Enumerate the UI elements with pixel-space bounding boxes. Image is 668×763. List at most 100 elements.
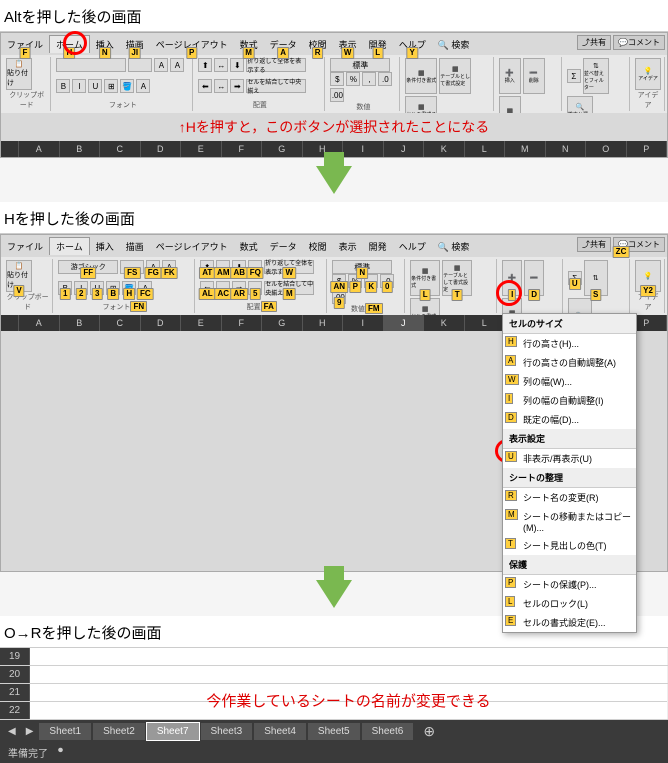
- dd-rowauto[interactable]: A行の高さの自動調整(A): [503, 353, 636, 372]
- tab-file-2[interactable]: ファイル: [1, 238, 49, 255]
- add-sheet-button[interactable]: ⊕: [415, 723, 443, 740]
- dd-protsheet[interactable]: Pシートの保護(P)...: [503, 575, 636, 594]
- insert-button[interactable]: ➕挿入: [499, 58, 521, 94]
- sheet-tab-1[interactable]: Sheet1: [39, 723, 91, 740]
- del-2[interactable]: ➖D: [524, 260, 544, 296]
- percent[interactable]: %: [346, 72, 360, 86]
- comment-button[interactable]: 💬コメント: [613, 35, 665, 50]
- fontcolor-button[interactable]: A: [136, 79, 150, 93]
- tab-draw[interactable]: 描画JI: [120, 36, 150, 53]
- rowh-20[interactable]: 20: [0, 666, 30, 683]
- ab-2[interactable]: ⬇AB: [232, 260, 246, 274]
- sum-2[interactable]: ΣU: [568, 271, 582, 285]
- tab-insert[interactable]: 挿入N: [90, 36, 120, 53]
- border-button[interactable]: ⊞: [104, 79, 118, 93]
- share-button[interactable]: ⤴共有: [577, 35, 611, 50]
- tab-formula[interactable]: 数式M: [234, 36, 264, 53]
- sheet-tab-3[interactable]: Sheet3: [201, 723, 253, 740]
- under-2[interactable]: U3: [90, 281, 104, 295]
- tab-help[interactable]: ヘルプY: [393, 36, 432, 53]
- font-select[interactable]: [56, 58, 126, 72]
- tab-home-2[interactable]: ホーム: [49, 237, 90, 255]
- am-2[interactable]: ↔AM: [216, 260, 230, 274]
- tab-home[interactable]: ホームH: [49, 35, 90, 53]
- colh[interactable]: A: [19, 141, 60, 157]
- dd-hide[interactable]: U非表示/再表示(U): [503, 449, 636, 468]
- align-r[interactable]: ➡: [230, 79, 244, 93]
- paste-button[interactable]: 📋貼り付け: [6, 58, 32, 90]
- cond-2[interactable]: ▦条件付き書式L: [410, 260, 440, 296]
- grow-font[interactable]: A: [154, 58, 168, 72]
- nav-next[interactable]: ▶: [22, 726, 38, 737]
- tab-dev-2[interactable]: 開発: [363, 238, 393, 255]
- numfmt-2[interactable]: 標準N: [332, 260, 392, 274]
- merge-button[interactable]: セルを結合して中央揃え: [246, 79, 306, 93]
- dd-move[interactable]: Mシートの移動またはコピー(M)...: [503, 507, 636, 536]
- sheet-tab-6[interactable]: Sheet6: [362, 723, 414, 740]
- align-b[interactable]: ⬇: [230, 58, 244, 72]
- rowh-21[interactable]: 21: [0, 684, 30, 701]
- inc-2[interactable]: .00: [380, 274, 394, 288]
- grow-2[interactable]: AFG: [146, 260, 160, 274]
- tab-help-2[interactable]: ヘルプ: [393, 238, 432, 255]
- tab-review[interactable]: 校閲R: [303, 36, 333, 53]
- shrink-2[interactable]: AFK: [162, 260, 176, 274]
- ins-2[interactable]: ➕I: [502, 260, 522, 296]
- align-m[interactable]: ↔: [214, 58, 228, 72]
- font-2[interactable]: 游ゴシックFF: [58, 260, 118, 274]
- bold-button[interactable]: B: [56, 79, 70, 93]
- condfmt-button[interactable]: ▦条件付き書式: [405, 58, 437, 94]
- dd-tabcolor[interactable]: Tシート見出しの色(T): [503, 536, 636, 555]
- tab-insert-2[interactable]: 挿入: [90, 238, 120, 255]
- tbl-2[interactable]: ▦テーブルとして書式設定T: [442, 260, 472, 296]
- currency[interactable]: $: [330, 72, 344, 86]
- wrap-2[interactable]: 折り返して全体を表示するW: [264, 260, 314, 274]
- merge-2[interactable]: セルを結合して中央揃えM: [264, 281, 314, 295]
- size-select[interactable]: [128, 58, 152, 72]
- at-2[interactable]: ⬆AT: [200, 260, 214, 274]
- al-2[interactable]: ⬅AL: [200, 281, 214, 295]
- tab-layout-2[interactable]: ページレイアウト: [150, 238, 234, 255]
- tab-view[interactable]: 表示W: [333, 36, 363, 53]
- rowh-19[interactable]: 19: [0, 648, 30, 665]
- align-l[interactable]: ⬅: [198, 79, 212, 93]
- paste-2[interactable]: 📋貼り付けV: [6, 260, 32, 292]
- tab-dev[interactable]: 開発L: [363, 36, 393, 53]
- dd-colauto[interactable]: I列の幅の自動調整(I): [503, 391, 636, 410]
- cellstyle-button[interactable]: ▦セルの書式スタイル: [405, 96, 437, 113]
- idea-button[interactable]: 💡アイデア: [635, 58, 661, 90]
- bold-2[interactable]: B1: [58, 281, 72, 295]
- fill-button[interactable]: 🪣: [120, 79, 134, 93]
- share-2[interactable]: ⤴共有ZS: [577, 237, 611, 252]
- idea-2[interactable]: 💡Y2: [635, 260, 661, 292]
- nav-prev[interactable]: ◀: [4, 726, 20, 737]
- fq-2[interactable]: FQ: [248, 260, 262, 274]
- format-button[interactable]: ▦書式: [499, 96, 521, 113]
- sum[interactable]: Σ: [567, 69, 581, 83]
- tab-formula-2[interactable]: 数式: [234, 238, 264, 255]
- align-c[interactable]: ↔: [214, 79, 228, 93]
- border-2[interactable]: ⊞B: [106, 281, 120, 295]
- numfmt-select[interactable]: 標準: [330, 58, 390, 72]
- shrink-font[interactable]: A: [170, 58, 184, 72]
- dec-dec[interactable]: .00: [330, 88, 344, 102]
- italic-2[interactable]: I2: [74, 281, 88, 295]
- align-t[interactable]: ⬆: [198, 58, 212, 72]
- ar-2[interactable]: ➡AR: [232, 281, 246, 295]
- wrap-button[interactable]: 折り返して全体を表示する: [246, 58, 306, 72]
- tablefmt-button[interactable]: ▦テーブルとして書式設定: [439, 58, 471, 94]
- find-button[interactable]: 🔍検索と選択: [567, 96, 593, 113]
- sheet-tab-editing[interactable]: Sheet7: [147, 723, 199, 740]
- sort-2[interactable]: ⇅S: [584, 260, 608, 296]
- tab-draw-2[interactable]: 描画: [120, 238, 150, 255]
- inc-dec[interactable]: .0: [378, 72, 392, 86]
- delete-button[interactable]: ➖削除: [523, 58, 545, 94]
- italic-button[interactable]: I: [72, 79, 86, 93]
- tab-review-2[interactable]: 校閲: [303, 238, 333, 255]
- an-2[interactable]: $AN: [332, 274, 346, 288]
- comment-2[interactable]: 💬コメントZC: [613, 237, 665, 252]
- underline-button[interactable]: U: [88, 79, 102, 93]
- dd-rowh[interactable]: H行の高さ(H)...: [503, 334, 636, 353]
- dd-fmtcell[interactable]: Eセルの書式設定(E)...: [503, 613, 636, 632]
- tab-view-2[interactable]: 表示: [333, 238, 363, 255]
